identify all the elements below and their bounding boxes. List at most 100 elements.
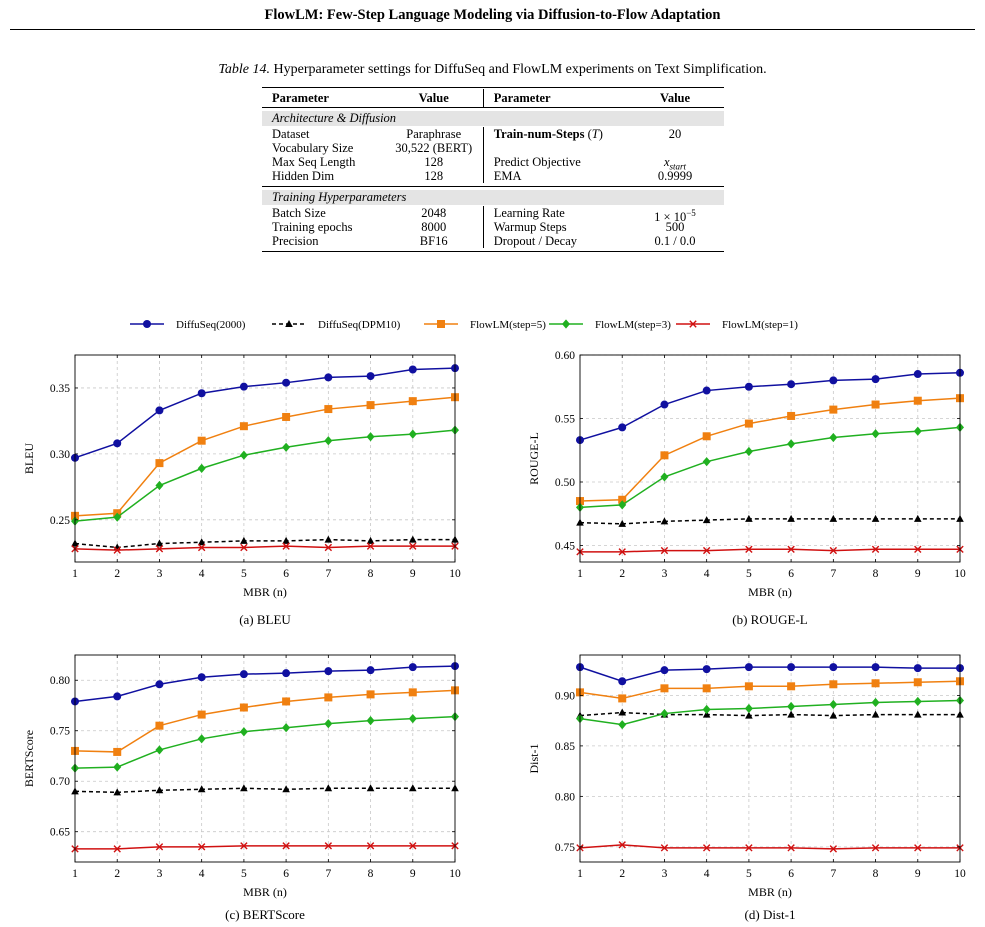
data-point [871,375,880,384]
table-section-title: Training Hyperparameters [262,190,724,205]
subcaption-a: (a) BLEU [239,612,291,627]
table-cell: 20 [668,127,682,141]
grid [75,655,455,862]
series-line [579,711,960,717]
data-point [239,422,248,431]
data-point [408,784,417,792]
series-line [579,699,961,726]
x-tick-label: 7 [830,868,836,880]
data-point [660,546,669,555]
data-point [829,405,838,414]
series-line [74,689,456,753]
table-cell: 0.1 / 0.0 [654,234,696,248]
y-tick-label: 0.60 [555,350,575,362]
table-cell: 128 [424,155,444,169]
table-cell [626,141,724,155]
data-point [197,710,206,719]
data-point [366,401,375,410]
subcaption-c: (c) BERTScore [225,907,305,922]
series-line [74,787,455,794]
data-point [913,370,922,379]
rouge-l-chart-svg: 1 2 3 4 5 6 7 8 9 10 0.45 0.50 0.55 0.60 MBR (n) ROUGE-… [527,350,966,599]
data-point [744,446,753,457]
data-point [408,397,417,406]
y-tick-label: 0.30 [50,449,70,461]
x-tick-label: 9 [410,568,416,580]
series-line [579,372,961,441]
data-point [914,844,922,852]
data-point [618,720,627,730]
series [576,514,964,527]
data-point [282,842,290,850]
data-point [282,536,290,544]
series-line [74,538,455,549]
data-point [240,536,248,544]
series-line [579,426,961,509]
grid [75,355,455,562]
data-point [197,436,206,445]
series [71,711,459,773]
data-point [745,844,753,852]
x-tick-label: 5 [241,868,247,880]
data-point [787,514,795,522]
x-tick-label: 4 [704,568,710,580]
series-line [74,367,456,459]
series [576,394,964,506]
y-tick-label: 0.85 [555,741,575,753]
data-point [787,663,796,672]
series-line [74,396,456,517]
y-tick-label: 0.75 [555,842,575,854]
table-mid-rule [262,186,724,187]
data-point [702,386,711,395]
data-point [913,696,922,707]
data-point [408,688,417,697]
data-point [829,546,838,555]
x-axis-label: MBR (n) [243,585,287,599]
data-point [408,365,417,374]
data-point [618,519,627,527]
data-point [324,842,333,850]
legend-label: DiffuSeq(DPM10) [318,319,401,331]
data-point [197,463,206,473]
y-axis-label: ROUGE-L [527,432,541,485]
data-point [366,784,375,792]
x-tick-label: 6 [788,868,794,880]
x-tick-label: 2 [619,568,625,580]
series [576,545,964,556]
data-point [829,663,838,672]
data-point [113,762,122,772]
legend-marker [437,320,445,328]
x-tick-label: 4 [199,568,205,580]
legend-label: FlowLM(step=5) [470,319,546,331]
series [576,422,964,512]
data-point [702,665,711,674]
x-tick-label: 9 [915,868,921,880]
data-point [366,842,375,850]
data-point [787,682,796,691]
data-point [871,545,880,553]
y-axis-label: Dist-1 [527,744,541,774]
data-point [155,545,164,553]
data-point [702,546,711,555]
legend-entry: DiffuSeq(2000) [130,319,246,331]
data-point [197,843,206,851]
y-tick-label: 0.25 [50,515,70,527]
data-point [702,516,711,524]
series-line [74,545,455,551]
x-tick-label: 8 [368,868,374,880]
data-point [409,542,417,550]
series [71,535,459,551]
data-point [829,845,838,853]
data-point [871,697,880,708]
data-point [702,457,711,467]
data-point [155,680,164,689]
data-point [744,663,753,672]
x-tick-label: 3 [157,868,163,880]
data-point [787,439,796,449]
header-value-left: Value [418,91,449,105]
table-caption: Table 14. Hyperparameter settings for Di… [0,62,985,78]
data-point [787,411,796,420]
data-point [871,663,880,672]
legend-marker [562,319,570,329]
series [71,393,459,520]
